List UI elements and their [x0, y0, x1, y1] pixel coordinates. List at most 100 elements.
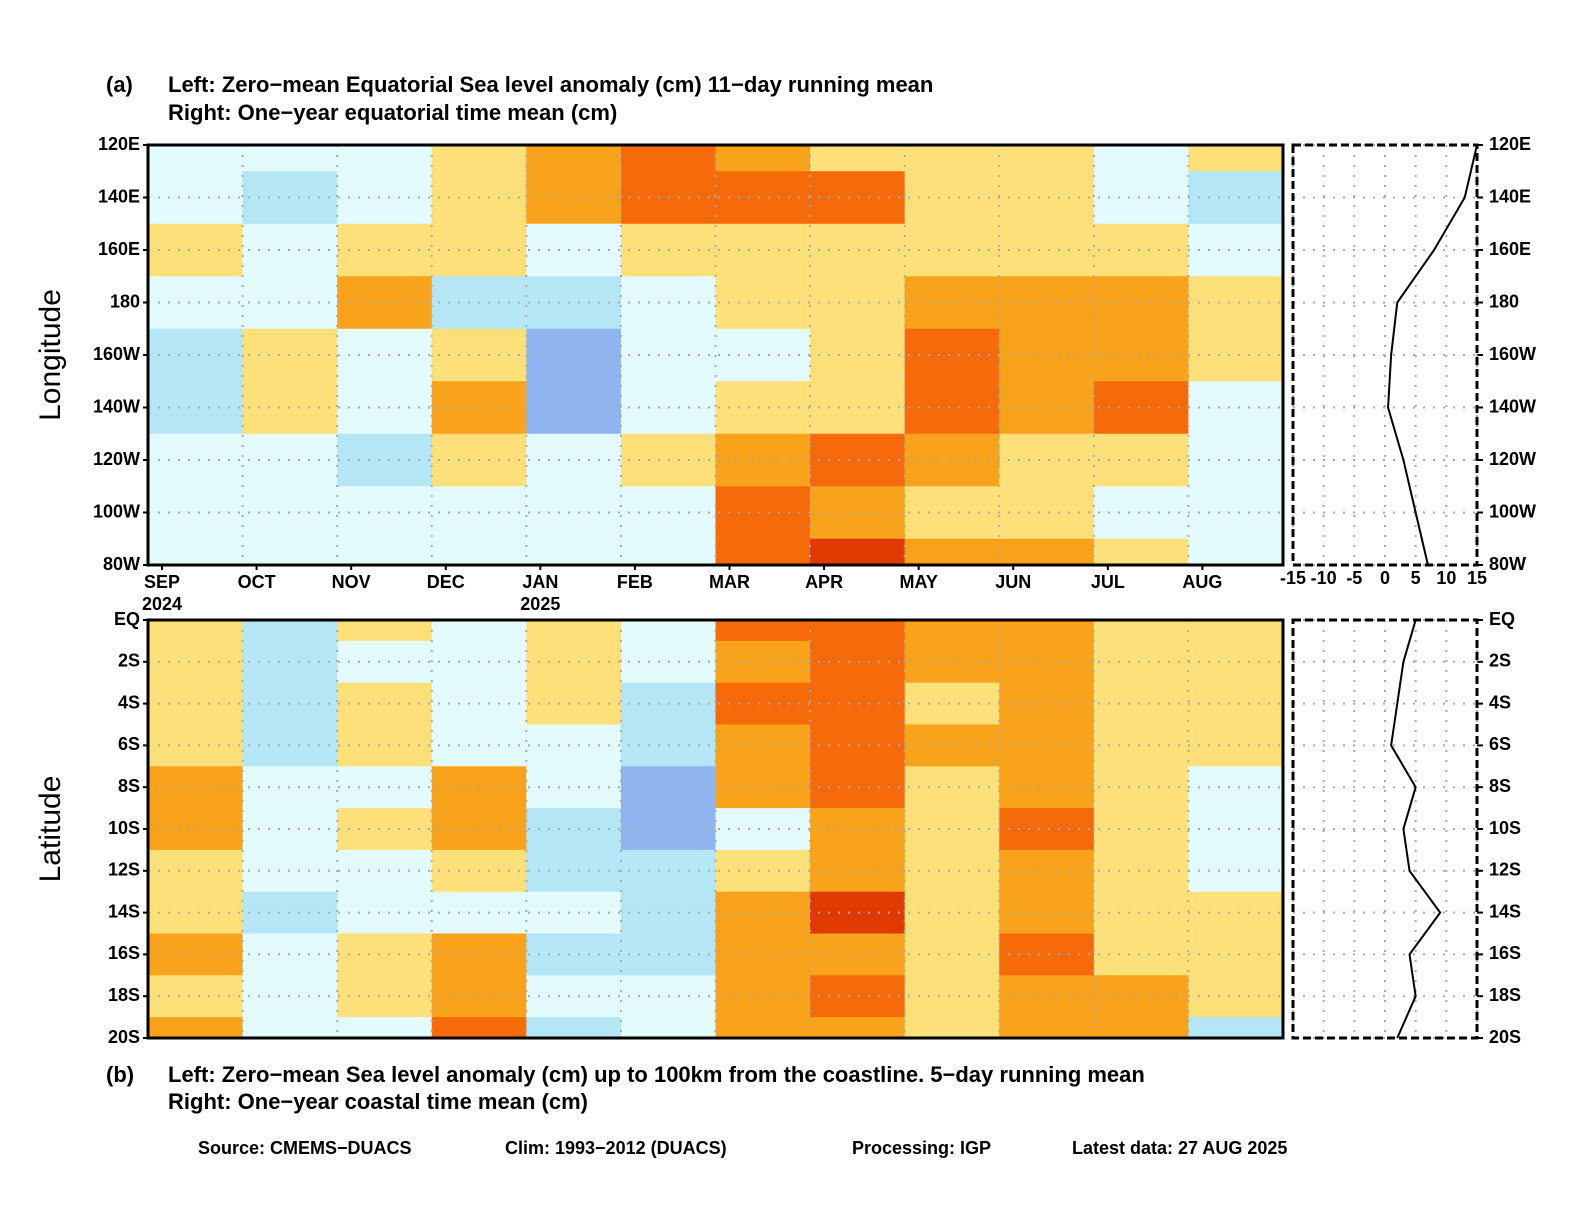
- heatmap-cell: [526, 486, 622, 540]
- heatmap-cell: [715, 640, 811, 684]
- heatmap-cell: [999, 538, 1095, 565]
- footer-item: Source: CMEMS−DUACS: [198, 1138, 412, 1158]
- heatmap-cell: [1188, 171, 1283, 225]
- heatmap-cell: [715, 724, 811, 767]
- heatmap-cell: [1188, 724, 1283, 767]
- heatmap-cell: [810, 328, 906, 382]
- heatmap-cell: [715, 682, 811, 725]
- heatmap-cell: [715, 891, 811, 934]
- heatmap-cell: [999, 975, 1095, 1018]
- heatmap-cell: [999, 808, 1095, 851]
- heatmap-cell: [337, 1017, 433, 1038]
- heatmap-cell: [620, 538, 716, 565]
- y-tick-label: 140W: [93, 396, 140, 416]
- heatmap-cell: [715, 808, 811, 851]
- heatmap-cell: [526, 1017, 622, 1038]
- y-tick-label: 16S: [108, 943, 140, 963]
- y-tick-label: 8S: [1489, 776, 1511, 796]
- heatmap-cell: [715, 223, 811, 277]
- y-tick-label: 20S: [1489, 1027, 1521, 1047]
- heatmap-cell: [337, 933, 433, 976]
- heatmap-cell: [148, 808, 244, 851]
- heatmap-cell: [337, 328, 433, 382]
- heatmap-cell: [810, 724, 906, 767]
- heatmap-cell: [904, 145, 1000, 172]
- x-tick-label: OCT: [238, 572, 276, 592]
- heatmap-cell: [526, 433, 622, 487]
- x-tick-label: APR: [805, 572, 843, 592]
- heatmap-cell: [242, 145, 338, 172]
- heatmap-cell: [337, 891, 433, 934]
- heatmap-cell: [1188, 849, 1283, 893]
- heatmap-cell: [1188, 933, 1283, 976]
- heatmap-cell: [148, 486, 244, 540]
- y-tick-label: 120W: [93, 449, 140, 469]
- heatmap-cell: [715, 433, 811, 487]
- x-tick-label: 15: [1467, 568, 1487, 588]
- y-tick-label: 4S: [118, 692, 140, 712]
- y-tick-label: 2S: [118, 651, 140, 671]
- heatmap-cell: [904, 620, 1000, 642]
- heatmap-cell: [526, 145, 622, 172]
- plot-frame: [1291, 618, 1479, 1040]
- heatmap-cell: [148, 975, 244, 1018]
- heatmap-cell: [904, 808, 1000, 851]
- heatmap-cell: [904, 1017, 1000, 1038]
- heatmap-cell: [904, 724, 1000, 767]
- heatmap-cell: [1188, 891, 1283, 934]
- heatmap-cell: [337, 223, 433, 277]
- heatmap-cell: [148, 145, 244, 172]
- heatmap-cell: [999, 849, 1095, 893]
- y-tick-label: 6S: [118, 734, 140, 754]
- heatmap-cell: [999, 171, 1095, 225]
- heatmap-cell: [242, 766, 338, 809]
- x-tick-label: AUG: [1182, 572, 1222, 592]
- heatmap-cell: [715, 1017, 811, 1038]
- x-tick-label: MAR: [709, 572, 750, 592]
- panel-label: (b): [106, 1062, 134, 1087]
- heatmap-cell: [715, 620, 811, 642]
- y-tick-label: 120E: [98, 134, 140, 154]
- heatmap-cell: [715, 849, 811, 893]
- y-tick-label: 4S: [1489, 692, 1511, 712]
- heatmap-cell: [431, 620, 527, 642]
- heatmap-cell: [337, 486, 433, 540]
- heatmap-cell: [242, 849, 338, 893]
- plot-frame: [1291, 143, 1479, 567]
- heatmap-cell: [1188, 145, 1283, 172]
- heatmap-cell: [1188, 975, 1283, 1018]
- heatmap-cell: [715, 538, 811, 565]
- x-tick-label: 5: [1411, 568, 1421, 588]
- heatmap-cell: [999, 682, 1095, 725]
- heatmap-cell: [1093, 620, 1189, 642]
- heatmap-cell: [904, 682, 1000, 725]
- heatmap-cell: [148, 849, 244, 893]
- heatmap-cell: [242, 486, 338, 540]
- panel-subtitle: Right: One−year equatorial time mean (cm…: [168, 100, 617, 125]
- heatmap-cell: [337, 808, 433, 851]
- heatmap-cell: [1188, 223, 1283, 277]
- x-tick-label: NOV: [332, 572, 371, 592]
- plot-frame: [146, 618, 1285, 1040]
- heatmap-cell: [1188, 640, 1283, 684]
- heatmap-cell: [810, 1017, 906, 1038]
- heatmap-cell: [999, 433, 1095, 487]
- heatmap-cell: [337, 766, 433, 809]
- heatmap-cell: [526, 640, 622, 684]
- heatmap-cell: [148, 381, 244, 435]
- y-axis-label: Longitude: [34, 289, 67, 421]
- heatmap-cell: [715, 381, 811, 435]
- heatmap-cell: [337, 538, 433, 565]
- heatmap-cell: [999, 766, 1095, 809]
- heatmap-cell: [1188, 433, 1283, 487]
- heatmap-cell: [148, 620, 244, 642]
- heatmap-cell: [1093, 538, 1189, 565]
- x-year-label: 2025: [520, 594, 560, 614]
- y-tick-label: EQ: [114, 609, 140, 629]
- heatmap-cell: [526, 891, 622, 934]
- heatmap-cell: [242, 328, 338, 382]
- heatmap-cell: [715, 486, 811, 540]
- heatmap-cell: [810, 538, 906, 565]
- heatmap-cell: [337, 849, 433, 893]
- heatmap-cell: [431, 145, 527, 172]
